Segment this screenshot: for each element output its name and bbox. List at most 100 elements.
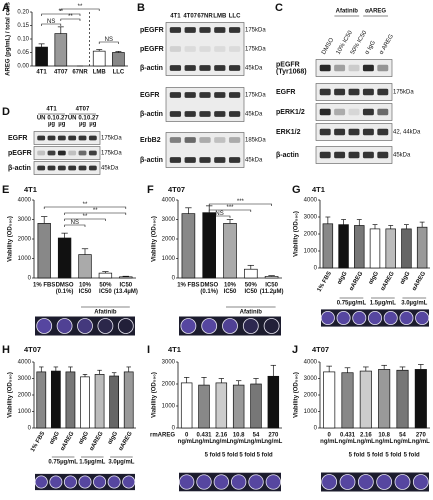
- blot-band: [199, 46, 211, 52]
- blot-band: [348, 151, 360, 159]
- bar: [338, 224, 349, 269]
- x-tick-label: 4T1: [36, 70, 47, 76]
- y-tick-label: 2000: [162, 382, 176, 388]
- blot-band: [199, 157, 211, 163]
- y-tick-label: 1000: [304, 409, 318, 415]
- x-tick-label: LLC: [113, 70, 125, 76]
- sig-label: **: [93, 208, 98, 214]
- x-tick-label: αAREG: [89, 431, 105, 452]
- blot-frame: [33, 146, 101, 160]
- blot-size: 175kDa: [101, 151, 122, 157]
- well: [352, 310, 367, 325]
- y-tick-label: 0: [314, 266, 318, 272]
- blot-band: [169, 137, 182, 143]
- bar: [35, 46, 48, 67]
- blot-band: [319, 108, 331, 116]
- well: [78, 475, 92, 489]
- blot-band: [348, 64, 360, 72]
- x-tick-label: αAREG: [60, 431, 76, 452]
- blot-row-label: pEGFR: [140, 46, 164, 53]
- y-axis-label: Viability (OD₅₉₀): [152, 216, 158, 262]
- panel-letter: E: [2, 184, 9, 196]
- x-tick-label: 50%: [99, 283, 112, 289]
- y-tick-label: 1000: [18, 256, 32, 262]
- bar: [198, 384, 210, 429]
- blot-row-label: β-actin: [140, 111, 163, 118]
- x-tick-label: 10%: [79, 283, 92, 289]
- x-tick-label: ng/mL: [178, 439, 196, 445]
- y-tick-label: 0.15: [17, 23, 29, 29]
- blot-band: [214, 92, 226, 98]
- blot-row-label: EGFR: [140, 92, 159, 99]
- group-label: 4T1: [46, 107, 57, 113]
- well: [36, 318, 53, 334]
- lane-label: 67NR: [197, 14, 213, 20]
- x-tick-label: LMB: [93, 70, 107, 76]
- bar: [416, 226, 428, 269]
- blot-band: [199, 111, 211, 117]
- blot-band: [228, 157, 241, 163]
- x-tick-label: 54: [399, 433, 406, 439]
- bar: [112, 52, 125, 67]
- sig-label: NS: [71, 220, 79, 226]
- blot-band: [214, 157, 226, 163]
- blot-band: [169, 46, 182, 52]
- blot-size: 175kDa: [245, 28, 266, 34]
- y-tick-label: 4000: [18, 360, 32, 366]
- blot-band: [214, 46, 226, 52]
- well: [180, 318, 197, 334]
- blot-row-label: pEGFR: [276, 61, 300, 68]
- well: [230, 474, 247, 490]
- group-label: αAREG: [365, 9, 386, 15]
- lane-label: µg: [58, 122, 65, 128]
- blot-frame: [315, 59, 393, 77]
- y-axis-label: Viability (OD₅₉₀): [8, 216, 14, 262]
- panel-title: 4T1: [168, 345, 181, 354]
- x-tick-label: (13.4µM): [114, 289, 138, 295]
- bar: [354, 225, 365, 269]
- sig-label: NS: [105, 37, 113, 43]
- blot-row-label: pEGFR: [8, 150, 32, 157]
- blot-size: 175kDa: [393, 90, 414, 96]
- x-tick-label: ng/mL: [320, 439, 338, 445]
- x-tick-label: 54: [253, 433, 260, 439]
- lane-label: UN: [37, 116, 46, 122]
- blot-band: [199, 137, 211, 143]
- y-tick-label: 4000: [18, 198, 32, 204]
- bar: [36, 371, 47, 429]
- blot-size: 45kDa: [245, 112, 263, 118]
- blot-band: [377, 108, 389, 116]
- blot-size: 185kDa: [245, 138, 266, 144]
- blot-row-label: pEGFR: [140, 27, 164, 34]
- blot-row-label: β-actin: [276, 152, 299, 159]
- y-tick-label: 2000: [304, 232, 318, 238]
- y-tick-label: 1000: [18, 409, 32, 415]
- sig-bracket: [208, 203, 272, 206]
- group-label: 5 fold: [205, 453, 221, 459]
- lane-label: UN: [68, 116, 77, 122]
- blot-band: [184, 92, 196, 98]
- bar: [57, 237, 72, 279]
- bar: [396, 369, 409, 429]
- x-tick-label: ng/mL: [375, 439, 393, 445]
- panel-letter: J: [292, 344, 298, 356]
- x-tick-label: ng/mL: [264, 439, 282, 445]
- x-tick-label: 0.431: [196, 433, 212, 439]
- well: [49, 475, 63, 489]
- bar: [80, 376, 90, 429]
- lane-label: LLC: [229, 14, 241, 20]
- blot-row-label: β-actin: [8, 165, 31, 172]
- y-tick-label: 2000: [18, 237, 32, 243]
- bar: [244, 268, 258, 279]
- well: [399, 310, 414, 325]
- blot-band: [37, 135, 46, 141]
- blot-band: [169, 157, 182, 163]
- y-tick-label: 1000: [162, 256, 176, 262]
- blot-band: [377, 64, 389, 72]
- blot-band: [319, 128, 331, 136]
- sig-bracket: [64, 212, 127, 215]
- sig-label: **: [68, 14, 73, 20]
- blot-band: [348, 128, 360, 136]
- x-tick-label: (0.1%): [200, 289, 218, 295]
- well: [77, 318, 93, 334]
